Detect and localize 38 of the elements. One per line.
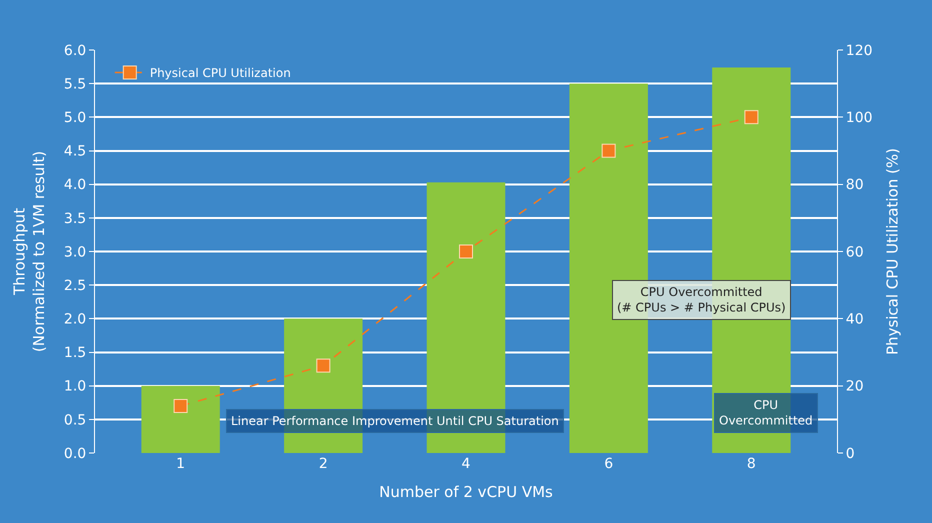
y2-tick-label: 120 xyxy=(846,42,873,59)
annotation: Linear Performance Improvement Until CPU Saturation xyxy=(231,414,559,428)
y2-tick-label: 0 xyxy=(846,446,855,462)
y-tick-label: 3.0 xyxy=(64,244,86,260)
y-axis-title: Throughput (Normalized to 1VM result) xyxy=(10,150,48,352)
y2-tick-label: 80 xyxy=(846,177,864,194)
y-tick-label: 2.0 xyxy=(64,312,86,328)
y2-tick-label: 40 xyxy=(846,312,864,328)
y2-axis-title: Physical CPU Utilization (%) xyxy=(884,148,902,355)
point xyxy=(459,244,473,258)
x-tick-label: 6 xyxy=(604,456,614,472)
bar xyxy=(141,386,220,453)
y-tick-label: 1.5 xyxy=(64,345,86,362)
y-tick-label: 5.5 xyxy=(64,76,86,92)
y-tick-label: 4.5 xyxy=(64,144,86,160)
y-tick-label: 6.0 xyxy=(64,42,86,59)
annotation: CPU Overcommitted (# CPUs > # Physical CPUs) xyxy=(617,285,786,315)
y2-tick-label: 60 xyxy=(846,244,864,260)
y-tick-label: 5.0 xyxy=(64,110,86,126)
y-tick-label: 0.5 xyxy=(64,412,86,428)
y2-tick-label: 20 xyxy=(846,378,864,395)
y-tick-label: 2.5 xyxy=(64,278,86,294)
y2-tick-label: 100 xyxy=(846,110,873,126)
point xyxy=(316,358,330,373)
x-tick-label: 8 xyxy=(746,456,756,472)
y-tick-label: 4.0 xyxy=(64,177,86,194)
y-tick-label: 0.0 xyxy=(64,446,86,462)
legend-label: Physical CPU Utilization xyxy=(150,66,291,80)
y-tick-label: 3.5 xyxy=(64,210,86,227)
x-tick-label: 4 xyxy=(462,456,471,472)
point xyxy=(602,144,616,158)
x-axis-title: Number of 2 vCPU VMs xyxy=(379,483,554,501)
point xyxy=(174,398,188,413)
point xyxy=(744,110,758,124)
y-tick-label: 1.0 xyxy=(64,378,86,395)
x-tick-label: 1 xyxy=(176,456,186,472)
x-tick-label: 2 xyxy=(318,456,328,472)
annotation: CPU Overcommitted xyxy=(719,398,813,428)
